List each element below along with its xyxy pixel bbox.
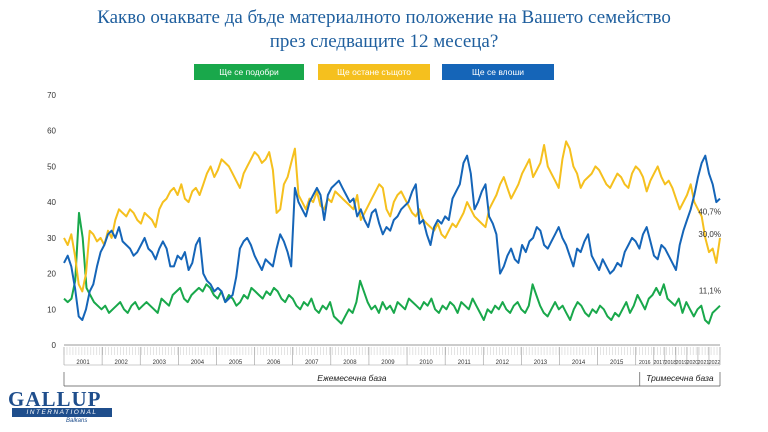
series-lines [63,140,721,325]
year-label: 2001 [76,360,90,366]
year-label: 2018 [665,360,677,366]
year-label: 2003 [153,360,167,366]
year-label: 2004 [191,360,205,366]
y-tick-label: 40 [47,198,56,207]
title-line-2: през следващите 12 месеца? [269,31,499,52]
y-tick-label: 30 [47,234,56,243]
legend-item-worse: Ще се влоши [442,64,554,80]
y-tick-label: 0 [52,341,57,350]
end-label-better: 11,1% [699,286,721,295]
series-line-worse [63,154,721,321]
year-label: 2021 [698,360,710,366]
year-label: 2015 [610,360,624,366]
legend-item-better: Ще се подобри [194,64,304,80]
legend-item-same: Ще остане същото [318,64,430,80]
year-label: 2016 [639,360,651,366]
year-label: 2011 [458,360,472,366]
gallup-logo: GALLUP INTERNATIONAL Balkans [8,388,118,428]
year-label: 2017 [654,360,666,366]
y-tick-label: 10 [47,305,56,314]
year-label: 2007 [305,360,319,366]
series-line-better [63,211,721,325]
y-axis: 0 10 20 30 40 50 60 70 [47,91,56,350]
year-label: 2020 [687,360,699,366]
y-tick-label: 70 [47,91,56,100]
chart-title: Какво очаквате да бъде материалното поло… [0,6,768,54]
legend: Ще се подобри Ще остане същото Ще се вло… [0,64,768,80]
year-label: 2014 [572,360,586,366]
year-label: 2022 [709,360,721,366]
year-label: 2013 [534,360,548,366]
year-label: 2012 [496,360,510,366]
year-label: 2009 [381,360,395,366]
title-line-1: Какво очаквате да бъде материалното поло… [97,7,671,28]
year-label: 2005 [229,360,243,366]
y-tick-label: 60 [47,127,56,136]
end-labels: 40,7% 30,0% 11,1% [698,208,721,296]
series-line-same [63,140,721,293]
year-label: 2010 [419,360,433,366]
end-label-worse: 40,7% [698,208,721,217]
section-label-monthly: Ежемесечна база [317,373,386,383]
year-label: 2006 [267,360,281,366]
section-label-quarterly: Тримесечна база [646,373,714,383]
end-label-same: 30,0% [698,230,721,239]
year-label: 2008 [343,360,357,366]
x-axis: 2001 2002 2003 2004 2005 2006 2007 2008 2009 2010… [63,347,721,387]
year-label: 2002 [114,360,128,366]
year-label: 2019 [676,360,688,366]
y-tick-label: 50 [47,162,56,171]
y-tick-label: 20 [47,270,56,279]
